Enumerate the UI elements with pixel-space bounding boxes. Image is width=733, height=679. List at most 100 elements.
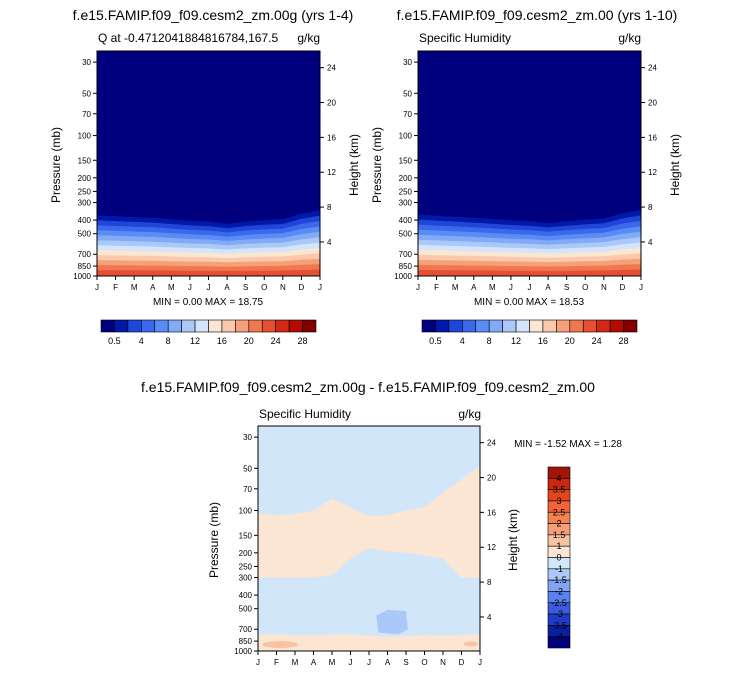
panel3-colorbar-label: -2 xyxy=(555,586,563,596)
panel1-colorbar-label: 16 xyxy=(217,336,227,346)
panel1-band-12 xyxy=(97,269,320,276)
panel3-xtick-label: A xyxy=(385,658,391,667)
panel3-region-positive-upper xyxy=(258,465,480,578)
panel2-colorbar-label: 24 xyxy=(592,336,602,346)
panel1-ytick-label: 850 xyxy=(78,262,92,271)
panel3-colorbar-label: -3.5 xyxy=(551,620,567,630)
panel1-colorbar-swatch xyxy=(167,319,182,333)
panel2-ytick-label: 1000 xyxy=(394,272,412,281)
panel1-xtick-label: M xyxy=(168,283,175,292)
panel3-y2tick-label: 8 xyxy=(487,578,492,587)
panel3-colorbar-label: 0 xyxy=(556,553,561,563)
panel2-ytick-label: 50 xyxy=(403,89,412,98)
panel2-ytick-label: 250 xyxy=(399,187,413,196)
panel1-colorbar-swatch xyxy=(154,319,169,333)
panel1-xtick-label: J xyxy=(188,283,192,292)
panel3-colorbar-label: 1.5 xyxy=(553,530,566,540)
panel1-xtick-label: D xyxy=(299,283,305,292)
panel2-left-label: Specific Humidity xyxy=(419,31,511,45)
panel2-title: f.e15.FAMIP.f09_f09.cesm2_zm.00 (yrs 1-1… xyxy=(397,7,678,23)
panel3-xtick-label: A xyxy=(311,658,317,667)
panel1-colorbar-label: 4 xyxy=(139,336,144,346)
panel1-xtick-label: M xyxy=(131,283,138,292)
panel3-colorbar: 4 3.532.5 21.51 0-1-1.5-2 -2.5-3-3.5 -4 xyxy=(547,466,571,649)
panel3-colorbar-label: 1 xyxy=(556,541,561,551)
panel3-ytick-label: 250 xyxy=(239,562,253,571)
panel1-y2tick-label: 20 xyxy=(327,99,336,108)
panel2-xtick-label: J xyxy=(416,283,420,292)
panel2-ytick-label: 700 xyxy=(399,250,413,259)
panel2-y2tick-label: 20 xyxy=(648,99,657,108)
panel3-colorbar-label: -2.5 xyxy=(551,598,567,608)
panel3-ylabel: Pressure (mb) xyxy=(207,502,221,578)
panel3-colorbar-label: -4 xyxy=(555,632,563,642)
panel2-ytick-label: 70 xyxy=(403,110,412,119)
panel2-colorbar-swatch xyxy=(475,319,490,333)
panel3-y2label: Height (km) xyxy=(506,509,520,571)
panel1-ytick-label: 200 xyxy=(78,174,92,183)
panel1-colorbar-swatch xyxy=(261,319,276,333)
panel1-colorbar-swatch xyxy=(100,319,115,333)
panel3-colorbar-label: 3 xyxy=(556,496,561,506)
panel1-xtick-label: N xyxy=(280,283,286,292)
panel3-ytick-label: 1000 xyxy=(234,647,252,656)
panel3-left-label: Specific Humidity xyxy=(259,407,351,421)
panel3-spot-warm-feb xyxy=(262,641,299,649)
panel3-xtick-label: J xyxy=(367,658,371,667)
panel1-xtick-label: F xyxy=(113,283,118,292)
panel1-ytick-label: 700 xyxy=(78,250,92,259)
panel2-colorbar-label: 16 xyxy=(538,336,548,346)
panel1-colorbar-swatch xyxy=(114,319,129,333)
panel2-colorbar-swatch xyxy=(515,319,530,333)
panel1-ytick-label: 400 xyxy=(78,216,92,225)
panel1-colorbar-swatch xyxy=(288,319,303,333)
panel1-y2tick-label: 4 xyxy=(327,238,332,247)
panel3-region-negative-patch xyxy=(376,609,408,635)
panel3-ytick-label: 200 xyxy=(239,549,253,558)
panel3-ytick-label: 400 xyxy=(239,591,253,600)
panel1-y2tick-label: 24 xyxy=(327,64,336,73)
panel2-y2tick-label: 12 xyxy=(648,168,657,177)
panel1-xtick-label: A xyxy=(224,283,230,292)
panel2-xtick-label: J xyxy=(528,283,532,292)
panel3-colorbar-label: 2 xyxy=(556,519,561,529)
panel2-ytick-label: 30 xyxy=(403,58,412,67)
panel2-colorbar-swatch xyxy=(623,319,638,333)
panel3-colorbar-label: 3.5 xyxy=(553,485,566,495)
panel1-units-label: g/kg xyxy=(297,31,320,45)
panel1-xtick-label: O xyxy=(261,283,267,292)
panel3-title: f.e15.FAMIP.f09_f09.cesm2_zm.00g - f.e15… xyxy=(141,379,595,395)
panel2-ytick-label: 500 xyxy=(399,230,413,239)
panel2-ylabel: Pressure (mb) xyxy=(370,127,384,203)
panel1-colorbar-label: 28 xyxy=(298,336,308,346)
panel1-colorbar-swatch xyxy=(127,319,142,333)
panel3-colorbar-label: 2.5 xyxy=(553,507,566,517)
panel2-xtick-label: M xyxy=(452,283,459,292)
panel1-colorbar-swatch xyxy=(181,319,196,333)
panel1-xtick-label: J xyxy=(318,283,322,292)
panel3-colorbar-label: -1.5 xyxy=(551,575,567,585)
panel1-colorbar-label: 24 xyxy=(271,336,281,346)
panel2-colorbar-swatch xyxy=(435,319,450,333)
panel2-colorbar: 0.5 4 8 12 16 20 24 28 xyxy=(421,319,638,346)
panel2-xtick-label: N xyxy=(601,283,607,292)
panel2-xtick-label: D xyxy=(620,283,626,292)
panel3-ytick-label: 150 xyxy=(239,531,253,540)
panel3-y2tick-label: 20 xyxy=(487,474,496,483)
panel1-colorbar-label: 12 xyxy=(190,336,200,346)
panel2-ytick-label: 300 xyxy=(399,199,413,208)
panel1-ytick-label: 70 xyxy=(82,110,91,119)
panel3-colorbar-label: -1 xyxy=(555,564,563,574)
panel1-colorbar-swatch xyxy=(275,319,290,333)
panel3-colorbar-label: 4 xyxy=(556,473,561,483)
panel3-xtick-label: J xyxy=(349,658,353,667)
panel3-xtick-label: J xyxy=(478,658,482,667)
panel3-ytick-label: 850 xyxy=(239,637,253,646)
panel2-colorbar-swatch xyxy=(556,319,571,333)
panel2-minmax: MIN = 0.00 MAX = 18.53 xyxy=(474,297,584,308)
panel1-ytick-label: 300 xyxy=(78,199,92,208)
panel2-xtick-label: S xyxy=(564,283,569,292)
